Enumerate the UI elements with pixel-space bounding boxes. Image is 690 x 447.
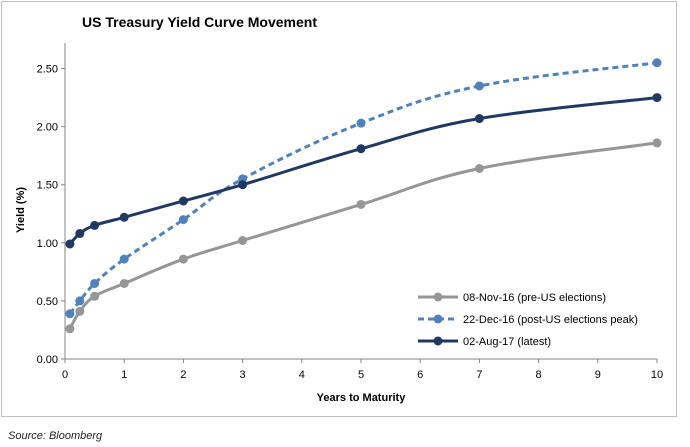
- x-tick-label: 5: [358, 369, 364, 381]
- series-3: [65, 93, 662, 249]
- data-point: [75, 296, 85, 306]
- data-point: [90, 278, 100, 288]
- data-point: [238, 180, 248, 190]
- y-tick-label: 0.50: [37, 296, 58, 308]
- data-point: [356, 199, 366, 209]
- legend-label: 08-Nov-16 (pre-US elections): [463, 292, 606, 304]
- data-point: [90, 291, 100, 301]
- chart-frame: [1, 1, 677, 417]
- data-point: [75, 229, 85, 239]
- axes: 0.00 0.50 1.00 1.50 2.00 2.50 0 1 2 3 4 5 6 7 8 9 10: [37, 43, 663, 381]
- y-axis-label: Yield (%): [15, 187, 27, 233]
- chart-title: US Treasury Yield Curve Movement: [82, 14, 317, 30]
- x-tick-label: 10: [651, 369, 663, 381]
- x-tick-label: 6: [417, 369, 423, 381]
- data-point: [474, 81, 484, 91]
- x-tick-label: 0: [62, 369, 68, 381]
- data-point: [65, 239, 75, 249]
- data-point: [652, 93, 662, 103]
- y-tick-label: 1.00: [37, 238, 58, 250]
- x-tick-label: 8: [536, 369, 542, 381]
- legend-label: 22-Dec-16 (post-US elections peak): [463, 314, 638, 326]
- legend-marker: [433, 292, 443, 302]
- data-point: [178, 196, 188, 206]
- legend: 08-Nov-16 (pre-US elections) 22-Dec-16 (p…: [418, 292, 638, 348]
- data-point: [474, 163, 484, 173]
- data-point: [474, 114, 484, 124]
- data-point: [65, 309, 75, 319]
- data-point: [356, 118, 366, 128]
- x-axis-label: Years to Maturity: [317, 392, 407, 404]
- series-line: [68, 61, 658, 315]
- x-tick-label: 7: [476, 369, 482, 381]
- data-point: [356, 144, 366, 154]
- series-1: [65, 138, 662, 334]
- y-tick-label: 1.50: [37, 180, 58, 192]
- data-point: [178, 215, 188, 225]
- data-point: [238, 236, 248, 245]
- source-note: Source: Bloomberg: [8, 430, 103, 442]
- data-point: [90, 220, 100, 230]
- data-point: [652, 138, 662, 148]
- x-tick-label: 1: [121, 369, 127, 381]
- data-point: [178, 254, 188, 264]
- x-tick-label: 9: [595, 369, 601, 381]
- y-tick-label: 2.00: [37, 122, 58, 134]
- data-point: [75, 306, 85, 316]
- data-point: [119, 278, 129, 288]
- x-tick-label: 3: [240, 369, 246, 381]
- x-tick-label: 4: [299, 369, 305, 381]
- series-2: [65, 58, 662, 319]
- data-point: [119, 254, 129, 264]
- x-tick-label: 2: [180, 369, 186, 381]
- legend-marker: [433, 314, 443, 324]
- y-tick-label: 0.00: [37, 354, 58, 366]
- legend-label: 02-Aug-17 (latest): [463, 336, 551, 348]
- legend-marker: [433, 336, 443, 346]
- data-point: [652, 58, 662, 68]
- data-point: [65, 324, 75, 334]
- series-layer: [65, 58, 662, 334]
- y-tick-label: 2.50: [37, 64, 58, 76]
- data-point: [119, 212, 129, 222]
